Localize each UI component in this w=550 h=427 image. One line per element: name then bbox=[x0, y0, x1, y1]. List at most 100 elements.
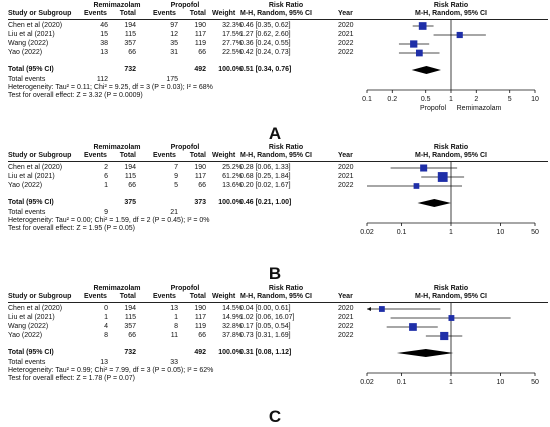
total-propofol: 66 bbox=[198, 49, 206, 56]
events2-header: Events bbox=[153, 293, 176, 300]
total-n-propofol: 492 bbox=[194, 349, 206, 356]
study-year: 2022 bbox=[338, 332, 354, 339]
study-point-square bbox=[437, 172, 448, 182]
header-rule bbox=[8, 19, 548, 20]
study-year: 2022 bbox=[338, 323, 354, 330]
group2-header: Propofol bbox=[170, 144, 200, 151]
total-label: Total (95% CI) bbox=[8, 349, 54, 356]
favours-right-label: Remimazolam bbox=[457, 105, 502, 112]
total-n-remimazolam: 732 bbox=[124, 66, 136, 73]
x-tick-label: 0.1 bbox=[397, 379, 407, 386]
study-header: Study or Subgroup bbox=[8, 10, 72, 17]
x-tick-label: 1 bbox=[449, 379, 453, 386]
study-year: 2022 bbox=[338, 182, 354, 189]
x-tick-label: 5 bbox=[508, 96, 512, 103]
study-point-square bbox=[378, 306, 385, 312]
x-tick-label: 10 bbox=[497, 229, 505, 236]
study-point-square bbox=[418, 22, 427, 30]
risk-ratio-ci: 0.42 [0.24, 0.73] bbox=[240, 49, 291, 56]
study-point-square bbox=[420, 164, 428, 172]
weight-header: Weight bbox=[212, 10, 236, 17]
total-propofol: 119 bbox=[194, 40, 206, 47]
risk-ratio-ci: 0.73 [0.31, 1.69] bbox=[240, 332, 291, 339]
group1-header: Remimazolam bbox=[93, 2, 141, 9]
total-events-propofol: 33 bbox=[170, 359, 178, 366]
total-propofol: 190 bbox=[194, 22, 206, 29]
total1-header: Total bbox=[119, 293, 136, 300]
pooled-diamond bbox=[396, 349, 454, 357]
total-remimazolam: 357 bbox=[124, 323, 136, 330]
study-name: Yao (2022) bbox=[8, 332, 43, 339]
weight-value: 32.8% bbox=[222, 323, 242, 330]
rr-header-method: M-H, Random, 95% CI bbox=[240, 10, 312, 17]
x-tick-label: 10 bbox=[531, 96, 539, 103]
study-name: Yao (2022) bbox=[8, 182, 43, 189]
study-year: 2020 bbox=[338, 164, 354, 171]
study-point-square bbox=[415, 49, 423, 57]
plot-header-method: M-H, Random, 95% CI bbox=[415, 152, 487, 159]
total-propofol: 66 bbox=[198, 182, 206, 189]
total-events-remimazolam: 13 bbox=[100, 359, 108, 366]
events-remimazolam: 38 bbox=[100, 40, 108, 47]
total-propofol: 119 bbox=[194, 323, 206, 330]
risk-ratio-ci: 0.04 [0.00, 0.61] bbox=[240, 305, 291, 312]
x-tick-label: 2 bbox=[474, 96, 478, 103]
risk-ratio-ci: 1.27 [0.62, 2.60] bbox=[240, 31, 291, 38]
study-point-square bbox=[456, 31, 463, 39]
rr-header-title: Risk Ratio bbox=[268, 285, 304, 292]
weight-value: 14.9% bbox=[222, 314, 242, 321]
total1-header: Total bbox=[119, 152, 136, 159]
total-events-remimazolam: 9 bbox=[104, 209, 108, 216]
events-propofol: 31 bbox=[170, 49, 178, 56]
study-header: Study or Subgroup bbox=[8, 152, 72, 159]
events-remimazolam: 4 bbox=[104, 323, 108, 330]
forest-plot: 0.02 0.1 1 10 50 bbox=[360, 303, 539, 386]
study-name: Yao (2022) bbox=[8, 49, 43, 56]
events-remimazolam: 1 bbox=[104, 182, 108, 189]
events2-header: Events bbox=[153, 152, 176, 159]
total-events-remimazolam: 112 bbox=[96, 76, 108, 83]
study-point-square bbox=[440, 331, 449, 341]
total-events-propofol: 21 bbox=[170, 209, 178, 216]
weight-value: 17.5% bbox=[222, 31, 242, 38]
risk-ratio-ci: 0.36 [0.24, 0.55] bbox=[240, 40, 291, 47]
group1-header: Remimazolam bbox=[93, 144, 141, 151]
total-remimazolam: 115 bbox=[124, 173, 136, 180]
header-rule bbox=[8, 161, 548, 162]
group2-header: Propofol bbox=[170, 2, 200, 9]
pooled-diamond bbox=[417, 199, 451, 207]
risk-ratio-ci: 0.28 [0.06, 1.33] bbox=[240, 164, 291, 171]
study-year: 2020 bbox=[338, 305, 354, 312]
events-remimazolam: 2 bbox=[104, 164, 108, 171]
overall-effect-text: Test for overall effect: Z = 3.32 (P = 0… bbox=[8, 92, 143, 99]
events-propofol: 97 bbox=[170, 22, 178, 29]
weight-value: 32.3% bbox=[222, 22, 242, 29]
total-remimazolam: 66 bbox=[128, 49, 136, 56]
panel-label: A bbox=[268, 124, 282, 143]
total2-header: Total bbox=[189, 152, 206, 159]
weight-value: 13.6% bbox=[222, 182, 242, 189]
total-label: Total (95% CI) bbox=[8, 199, 54, 206]
events-propofol: 35 bbox=[170, 40, 178, 47]
study-name: Liu et al (2021) bbox=[8, 173, 55, 180]
events-propofol: 1 bbox=[174, 314, 178, 321]
study-name: Wang (2022) bbox=[8, 323, 49, 330]
plot-header-title: Risk Ratio bbox=[433, 144, 469, 151]
plot-header-title: Risk Ratio bbox=[433, 2, 469, 9]
group1-header: Remimazolam bbox=[93, 285, 141, 292]
rr-header-title: Risk Ratio bbox=[268, 2, 304, 9]
events1-header: Events bbox=[84, 10, 107, 17]
total-n-remimazolam: 375 bbox=[124, 199, 136, 206]
events-remimazolam: 13 bbox=[100, 49, 108, 56]
total-remimazolam: 66 bbox=[128, 182, 136, 189]
total-remimazolam: 194 bbox=[124, 305, 136, 312]
risk-ratio-ci: 0.17 [0.05, 0.54] bbox=[240, 323, 291, 330]
x-tick-label: 0.2 bbox=[387, 96, 397, 103]
forest-plot: 0.1 0.2 0.5 1 2 5 10 Propofol Remimazolam bbox=[362, 20, 539, 112]
year-header: Year bbox=[338, 293, 353, 300]
total-events-label: Total events bbox=[8, 359, 46, 366]
total-propofol: 190 bbox=[194, 305, 206, 312]
study-point-square bbox=[413, 183, 420, 189]
forest-panel-a: Remimazolam Propofol Risk Ratio Risk Ratio S… bbox=[0, 0, 550, 140]
total-weight: 100.0% bbox=[218, 199, 242, 206]
